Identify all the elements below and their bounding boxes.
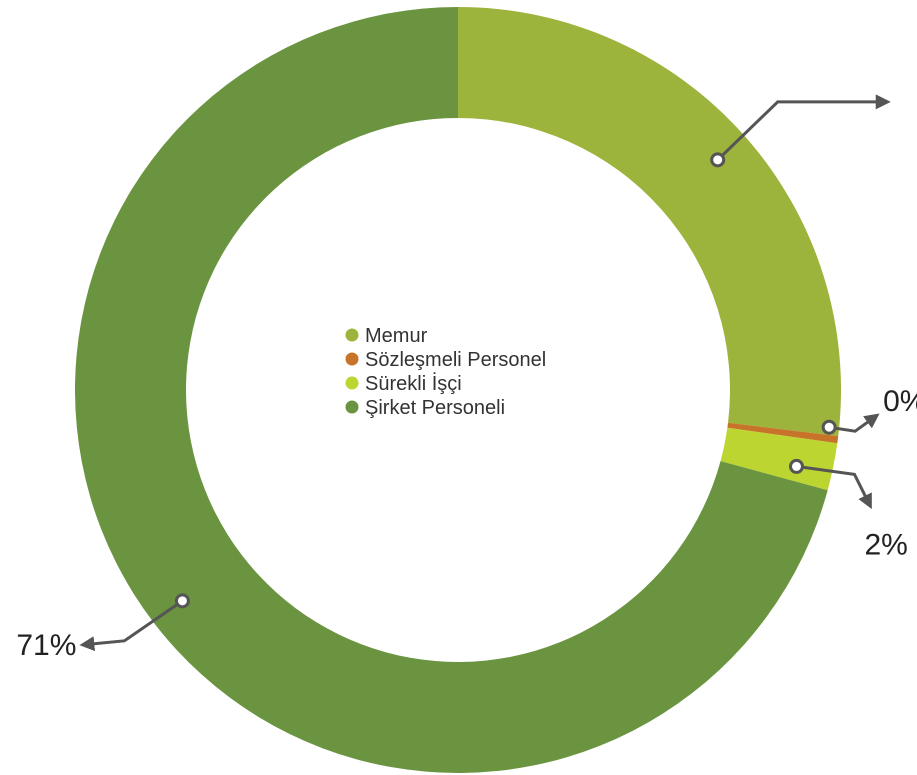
legend-marker — [345, 400, 359, 414]
slice-sozlesmeli-personel — [727, 422, 839, 444]
legend-label: Sürekli İşçi — [365, 372, 462, 395]
callout-arrow-surekli-isci — [796, 464, 872, 510]
legend-label: Şirket Personeli — [365, 397, 505, 419]
callout-anchor-surekli-isci — [788, 458, 804, 474]
callout-anchor-sozlesmeli-personel — [821, 419, 837, 435]
legend-marker — [345, 328, 359, 342]
legend-item-surekli-isci: Sürekli İşçi — [345, 372, 462, 395]
callouts-group: 27%0%2%71% — [16, 94, 917, 662]
data-label-surekli-isci: 2% — [864, 528, 907, 561]
slices-group — [75, 7, 841, 773]
legend-label: Memur — [365, 325, 428, 347]
callout-arrow-sirket-personeli — [79, 599, 184, 652]
legend-label: Sözleşmeli Personel — [365, 349, 546, 371]
slice-sirket-personeli — [75, 7, 828, 773]
legend-item-memur: Memur — [345, 325, 428, 347]
legend-marker — [345, 352, 359, 366]
callout-anchor-memur — [710, 152, 726, 168]
legend-item-sozlesmeli-personel: Sözleşmeli Personel — [345, 349, 546, 371]
callout-arrow-sozlesmeli-personel — [828, 413, 880, 433]
data-label-sirket-personeli: 71% — [16, 629, 76, 662]
slice-memur — [458, 7, 841, 437]
slice-surekli-isci — [720, 427, 838, 491]
legend-marker — [345, 376, 359, 390]
callout-arrow-memur — [716, 94, 891, 161]
callout-anchor-sirket-personeli — [174, 593, 190, 609]
data-label-sozlesmeli-personel: 0% — [883, 385, 917, 418]
legend-item-sirket-personeli: Şirket Personeli — [345, 397, 505, 419]
